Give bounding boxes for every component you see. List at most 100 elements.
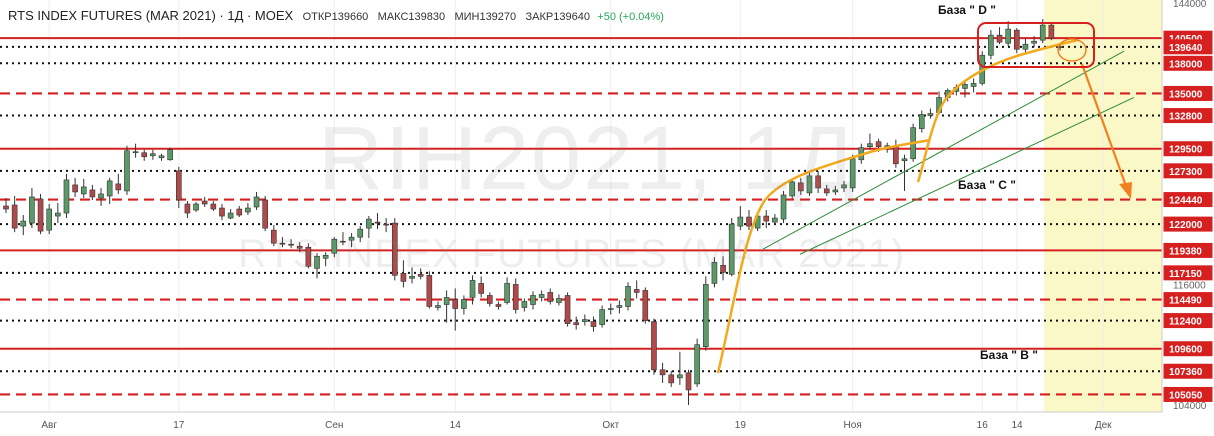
- x-tick-label: Ноя: [844, 420, 862, 431]
- candle-body: [1014, 29, 1020, 50]
- base-d-label: База " D ": [938, 3, 996, 17]
- candle-body: [530, 295, 536, 305]
- candle-body: [547, 292, 554, 302]
- candle-body: [487, 295, 493, 304]
- candle-body: [158, 155, 165, 159]
- x-tick-label: 19: [735, 420, 747, 431]
- candle-body: [737, 216, 744, 227]
- candle-body: [970, 83, 977, 87]
- candle-body: [89, 189, 96, 198]
- channel-line-lower: [799, 97, 1135, 255]
- candle-body: [245, 207, 251, 213]
- candle-body: [443, 297, 450, 305]
- candle-body: [841, 184, 847, 189]
- candle-body: [616, 305, 623, 308]
- change-value: +50 (+0.04%): [597, 11, 664, 23]
- chart-title: RTS INDEX FUTURES (MAR 2021) · 1Д · MOEX: [8, 8, 294, 23]
- x-tick-label: Окт: [602, 420, 619, 431]
- candle-body: [426, 275, 433, 307]
- candle-body: [599, 309, 605, 325]
- candle-body: [962, 84, 968, 89]
- candle-body: [46, 208, 52, 231]
- candle-body: [435, 305, 441, 308]
- candle-body: [184, 203, 191, 214]
- high-value: МАКС139830: [377, 11, 446, 23]
- candle-body: [461, 299, 467, 309]
- y-tick-label: 116000: [1173, 280, 1206, 291]
- trend-curve-upper: [916, 38, 1079, 183]
- candle-body: [823, 188, 830, 194]
- level-tag-label: 138000: [1169, 59, 1203, 70]
- candle-body: [11, 204, 18, 229]
- candle-body: [366, 218, 372, 229]
- candle-body: [72, 184, 78, 193]
- candle-body: [582, 319, 588, 322]
- candle-body: [210, 203, 217, 210]
- y-tick-label: 144000: [1173, 0, 1207, 10]
- candle-body: [1031, 40, 1037, 44]
- candle-body: [262, 199, 268, 229]
- candle-body: [478, 283, 484, 294]
- x-tick-label: 16: [977, 420, 989, 431]
- level-tag-label: 119380: [1169, 246, 1202, 257]
- candle-body: [642, 290, 649, 321]
- candle-body: [400, 273, 407, 282]
- candle-body: [504, 283, 510, 303]
- candle-body: [167, 149, 173, 161]
- forecast-arrow-head: [1119, 182, 1132, 199]
- candle-body: [832, 189, 839, 193]
- level-tag-label: 107360: [1169, 367, 1203, 378]
- candle-body: [417, 274, 424, 277]
- candle-body: [495, 304, 502, 307]
- candle-body: [20, 220, 27, 227]
- level-tag-label: 139640: [1169, 43, 1203, 54]
- candle-body: [668, 374, 675, 384]
- level-tag-bg: [1163, 85, 1213, 101]
- candle-body: [322, 254, 329, 259]
- candle-body: [193, 203, 199, 211]
- candle-body: [607, 308, 614, 310]
- level-tag-bg: [1163, 265, 1213, 281]
- level-tag-bg: [1163, 39, 1213, 55]
- candle-body: [806, 175, 813, 194]
- level-tag-bg: [1163, 108, 1213, 124]
- candle-body: [253, 196, 260, 208]
- low-value: МИН139270: [454, 11, 517, 23]
- candle-body: [1022, 43, 1029, 50]
- level-tag-bg: [1163, 292, 1213, 308]
- level-tag-label: 109600: [1169, 345, 1203, 356]
- x-tick-label: Сен: [325, 420, 343, 431]
- candle-body: [720, 265, 726, 273]
- x-tick-label: Авг: [41, 420, 57, 431]
- candle-body: [115, 183, 122, 191]
- level-tag-label: 112400: [1169, 317, 1202, 328]
- level-tag-bg: [1163, 242, 1213, 258]
- level-tag-bg: [1163, 163, 1213, 179]
- level-tag-bg: [1163, 192, 1213, 208]
- level-tag-label: 124440: [1169, 196, 1203, 207]
- candle-body: [875, 141, 882, 148]
- level-tag-bg: [1163, 341, 1213, 357]
- candle-body: [512, 284, 519, 310]
- candle-body: [409, 276, 415, 279]
- candle-body: [789, 181, 795, 197]
- candle-body: [590, 321, 597, 327]
- candle-body: [452, 299, 459, 309]
- candle-body: [659, 369, 666, 376]
- candle-body: [106, 180, 113, 197]
- level-tag-label: 129500: [1169, 145, 1203, 156]
- candle-body: [772, 217, 778, 223]
- close-value: ЗАКР139640: [525, 11, 590, 23]
- candle-body: [815, 175, 821, 189]
- candle-body: [625, 286, 631, 307]
- candle-body: [711, 261, 718, 284]
- candle-body: [331, 238, 338, 254]
- candle-body: [37, 198, 44, 232]
- watermark-symbol: RIH2021, 1Д: [318, 109, 857, 209]
- candle-body: [348, 236, 355, 241]
- level-tag-label: 132800: [1169, 112, 1203, 123]
- candle-body: [893, 146, 899, 165]
- candle-body: [746, 216, 752, 227]
- candle-body: [227, 212, 234, 219]
